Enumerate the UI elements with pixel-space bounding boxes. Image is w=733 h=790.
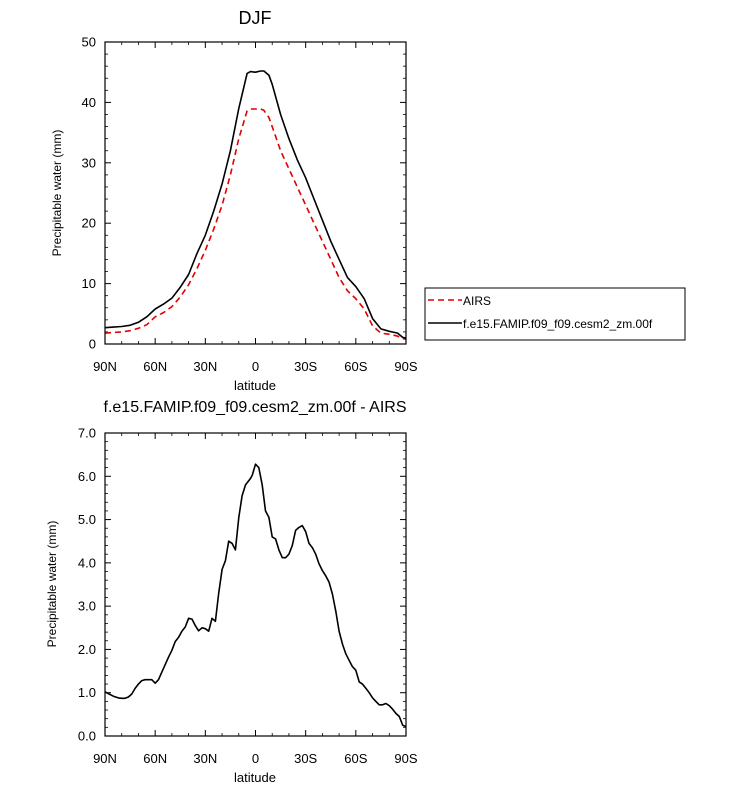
x-tick-label: 0: [252, 751, 259, 766]
plot-frame: [104, 432, 407, 737]
y-tick-label: 20: [82, 216, 96, 231]
series-line-f-e15-famip-f09-f09-cesm2-zm-00f: [104, 70, 407, 339]
y-axis-label: Precipitable water (mm): [50, 130, 64, 257]
y-tick-label: 1.0: [78, 685, 96, 700]
axis-ticks: 0.0 1.0 2.0 3.0 4.0 5.0 6.0 7.0 90N 60N 30N 0 30S 60S…: [78, 426, 418, 767]
x-tick-label: 90N: [93, 359, 117, 374]
difference-panel: f.e15.FAMIP.f09_f09.cesm2_zm.00f - AIRS …: [45, 399, 418, 785]
series-lines: [104, 463, 407, 728]
y-tick-label: 40: [82, 95, 96, 110]
x-tick-label: 90N: [93, 751, 117, 766]
y-tick-label: 0: [89, 337, 96, 352]
y-tick-label: 5.0: [78, 512, 96, 527]
y-tick-label: 10: [82, 276, 96, 291]
y-tick-label: 30: [82, 155, 96, 170]
x-axis-label: latitude: [234, 378, 276, 393]
legend: AIRS f.e15.FAMIP.f09_f09.cesm2_zm.00f: [424, 287, 686, 341]
x-tick-label: 60S: [344, 751, 367, 766]
djf-panel: DJF Precipitable water (mm) latitude 0 10…: [50, 8, 418, 393]
x-tick-label: 60N: [143, 751, 167, 766]
x-tick-label: 60N: [143, 359, 167, 374]
x-axis-label: latitude: [234, 770, 276, 785]
x-tick-label: 30N: [193, 751, 217, 766]
y-tick-label: 0.0: [78, 729, 96, 744]
x-tick-label: 60S: [344, 359, 367, 374]
y-axis-label: Precipitable water (mm): [45, 521, 59, 648]
plot-frame: [104, 41, 407, 345]
series-line-difference: [104, 463, 407, 728]
y-tick-label: 3.0: [78, 599, 96, 614]
y-tick-label: 4.0: [78, 555, 96, 570]
x-tick-label: 0: [252, 359, 259, 374]
chart-title: f.e15.FAMIP.f09_f09.cesm2_zm.00f - AIRS: [104, 399, 407, 416]
x-tick-label: 30S: [294, 359, 317, 374]
series-line-airs: [104, 108, 407, 340]
chart-title: DJF: [239, 8, 272, 28]
y-tick-label: 6.0: [78, 469, 96, 484]
series-lines: [104, 70, 407, 340]
y-tick-label: 7.0: [78, 426, 96, 441]
legend-box: [424, 287, 686, 341]
x-tick-label: 90S: [394, 751, 417, 766]
axis-ticks: 0 10 20 30 40 50 90N 60N 30N 0 30S 60S 90S: [82, 35, 418, 375]
legend-label-model: f.e15.FAMIP.f09_f09.cesm2_zm.00f: [463, 317, 653, 331]
y-tick-label: 50: [82, 35, 96, 50]
x-tick-label: 90S: [394, 359, 417, 374]
legend-label-airs: AIRS: [463, 294, 491, 308]
y-tick-label: 2.0: [78, 642, 96, 657]
x-tick-label: 30N: [193, 359, 217, 374]
x-tick-label: 30S: [294, 751, 317, 766]
